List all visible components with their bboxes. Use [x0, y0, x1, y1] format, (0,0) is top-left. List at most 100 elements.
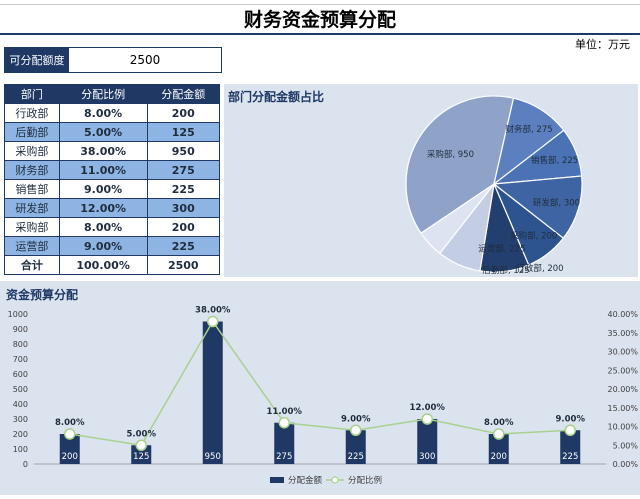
pie-slice-name: 财务部 [506, 124, 532, 135]
table-row: 行政部 8.00% 200 [4, 103, 220, 123]
amount-cell[interactable]: 125 [146, 122, 220, 142]
table-row: 后勤部 5.00% 125 [4, 122, 220, 142]
bar[interactable] [274, 422, 295, 464]
y-axis-tick-label: 800 [13, 340, 28, 349]
ratio-cell[interactable]: 8.00% [58, 217, 148, 237]
bar-value-label: 275 [276, 452, 292, 462]
y-axis-tick-label: 200 [13, 430, 28, 439]
dept-cell[interactable]: 销售部 [4, 179, 60, 199]
ratio-cell[interactable]: 12.00% [58, 198, 148, 218]
dept-cell[interactable]: 行政部 [4, 103, 60, 123]
bar[interactable] [131, 445, 152, 464]
amount-cell[interactable]: 950 [146, 141, 220, 161]
combo-chart: 0 100 200 300 400 500 600 700 800 900 1000 0.00% 5.0… [8, 306, 639, 487]
pie-slice-value: 200 [547, 264, 563, 274]
dept-cell[interactable]: 财务部 [4, 160, 60, 180]
page-title: 财务资金预算分配 [243, 9, 396, 31]
y2-axis-tick-label: 10.00% [607, 423, 638, 432]
y-axis-tick-label: 300 [13, 415, 28, 424]
pie-slice-value: 125 [513, 266, 529, 276]
ratio-cell[interactable]: 38.00% [58, 141, 148, 161]
bar-value-label: 125 [133, 452, 149, 462]
total-amount-cell[interactable]: 2500 [146, 255, 220, 275]
ratio-point[interactable] [135, 439, 147, 451]
table-row: 销售部 9.00% 225 [4, 179, 220, 199]
pie-slice-name: 研发部 [533, 197, 559, 208]
dept-cell[interactable]: 采购部 [4, 141, 60, 161]
y-axis-tick-label: 0 [23, 460, 28, 469]
header-amount: 分配金额 [146, 84, 220, 104]
pie-slice-label: 后勤部, 125 [482, 265, 529, 276]
amount-cell[interactable]: 275 [146, 160, 220, 180]
ratio-data-label: 5.00% [127, 429, 157, 439]
ratio-point[interactable] [350, 424, 362, 436]
dept-cell[interactable]: 后勤部 [4, 122, 60, 142]
unit-label: 单位：万元 [575, 38, 630, 51]
ratio-point[interactable] [278, 417, 290, 429]
amount-cell[interactable]: 225 [146, 179, 220, 199]
ratio-point[interactable] [421, 413, 433, 425]
pie-chart-title: 部门分配金额占比 [228, 90, 325, 104]
y-axis-tick-label: 500 [13, 385, 28, 394]
dept-cell[interactable]: 运营部 [4, 236, 60, 256]
y-axis-tick-label: 700 [13, 355, 28, 364]
ratio-cell[interactable]: 8.00% [58, 103, 148, 123]
pie-slice-name: 后勤部 [482, 265, 508, 276]
ratio-data-label: 12.00% [410, 403, 446, 413]
pie-label-separator: , [542, 264, 547, 274]
amount-cell[interactable]: 300 [146, 198, 220, 218]
ratio-cell[interactable]: 5.00% [58, 122, 148, 142]
amount-cell[interactable]: 200 [146, 103, 220, 123]
bar-value-label: 200 [491, 452, 507, 462]
total-ratio-cell[interactable]: 100.00% [58, 255, 148, 275]
legend-bar-label: 分配金额 [288, 475, 323, 486]
ratio-data-label: 11.00% [267, 407, 303, 417]
title-divider [0, 33, 640, 35]
y2-axis-tick-label: 35.00% [607, 329, 638, 338]
pie-slice-value: 225 [509, 245, 525, 255]
header-dept: 部门 [4, 84, 60, 104]
y2-axis-tick-label: 40.00% [607, 310, 638, 319]
bar[interactable] [488, 434, 509, 464]
pie-slice-value: 275 [536, 125, 552, 135]
ratio-cell[interactable]: 11.00% [58, 160, 148, 180]
bar[interactable] [560, 430, 581, 464]
pie-slice-label: 财务部, 275 [506, 124, 553, 135]
budget-value-cell[interactable]: 2500 [69, 48, 221, 72]
ratio-point[interactable] [207, 315, 219, 328]
table-row: 财务部 11.00% 275 [4, 160, 220, 180]
y-axis-tick-label: 600 [13, 370, 28, 379]
ratio-cell[interactable]: 9.00% [58, 236, 148, 256]
pie-slice-label: 采购部, 950 [427, 149, 474, 160]
pie-slice[interactable] [420, 183, 495, 255]
amount-cell[interactable]: 225 [146, 236, 220, 256]
ratio-point[interactable] [64, 428, 76, 440]
bar[interactable] [345, 430, 366, 464]
ratio-point[interactable] [564, 424, 576, 436]
y2-axis-tick-label: 5.00% [613, 441, 639, 450]
combo-chart-panel: 资金预算分配 0 100 200 300 400 500 600 700 800 900 1000 0… [0, 281, 640, 495]
ratio-data-label: 8.00% [55, 418, 85, 428]
pie-label-separator: , [452, 150, 457, 160]
total-label-cell[interactable]: 合计 [4, 255, 60, 275]
table-body: 行政部 8.00% 200 后勤部 5.00% 125 采购部 38.00% 950 财务部 11.… [4, 103, 220, 275]
bar[interactable] [59, 434, 80, 464]
ratio-cell[interactable]: 9.00% [58, 179, 148, 199]
budget-label: 可分配额度 [5, 48, 69, 72]
pie-slice-name: 销售部 [531, 155, 557, 166]
dept-cell[interactable]: 研发部 [4, 198, 60, 218]
bar[interactable] [417, 419, 438, 464]
pie-slice-value: 950 [458, 150, 474, 160]
bar-value-label: 300 [419, 452, 435, 462]
amount-cell[interactable]: 200 [146, 217, 220, 237]
pie-label-separator: , [504, 245, 509, 255]
pie-slice[interactable] [405, 95, 515, 235]
pie-slice-label: 运营部, 225 [478, 244, 525, 255]
bar[interactable] [202, 321, 223, 465]
table-row: 运营部 9.00% 225 [4, 236, 220, 256]
pie-slice[interactable] [492, 175, 583, 240]
dept-cell[interactable]: 采购部 [4, 217, 60, 237]
y2-axis-tick-label: 25.00% [607, 366, 638, 375]
pie-slice-value: 200 [541, 232, 557, 242]
ratio-point[interactable] [493, 428, 505, 440]
